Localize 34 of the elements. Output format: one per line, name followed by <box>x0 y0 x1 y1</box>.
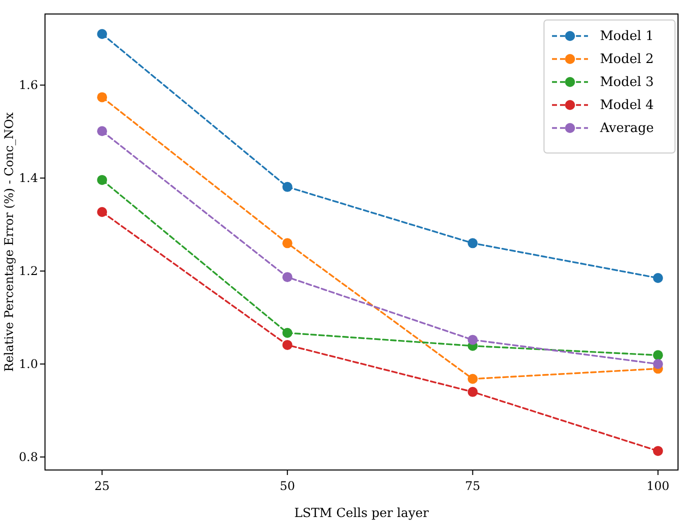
x-tick-label: 75 <box>465 479 480 493</box>
point <box>652 359 663 370</box>
point <box>97 207 108 218</box>
legend-label: Model 1 <box>600 29 654 44</box>
legend-label: Model 2 <box>600 52 654 67</box>
point <box>282 238 292 248</box>
y-tick-label: 1.0 <box>18 357 38 372</box>
y-axis-title: Relative Percentage Error (%) - Conc_NOx <box>2 112 16 372</box>
point <box>468 238 478 248</box>
y-tick-label: 1.2 <box>18 264 38 278</box>
point <box>97 174 108 185</box>
point <box>652 350 663 360</box>
x-tick-label: 100 <box>646 479 670 493</box>
x-axis-title: LSTM Cells per layer <box>294 505 429 520</box>
legend-label: Model 3 <box>600 75 654 90</box>
point <box>652 273 663 284</box>
point <box>282 272 292 282</box>
point <box>468 374 478 384</box>
y-tick-label: 1.6 <box>18 78 38 92</box>
legend-label: Model 4 <box>600 98 654 113</box>
x-tick-label: 50 <box>280 479 296 493</box>
y-tick-label: 0.8 <box>18 450 38 464</box>
point <box>97 92 108 102</box>
point <box>97 28 108 39</box>
x-tick-label: 25 <box>94 479 110 493</box>
point <box>97 126 108 136</box>
legend-label: Average <box>599 121 654 136</box>
point <box>282 182 292 192</box>
point <box>282 340 292 350</box>
point <box>652 446 663 456</box>
point <box>282 328 292 338</box>
point <box>468 386 478 397</box>
y-tick-label: 1.4 <box>18 171 38 186</box>
point <box>468 334 478 345</box>
